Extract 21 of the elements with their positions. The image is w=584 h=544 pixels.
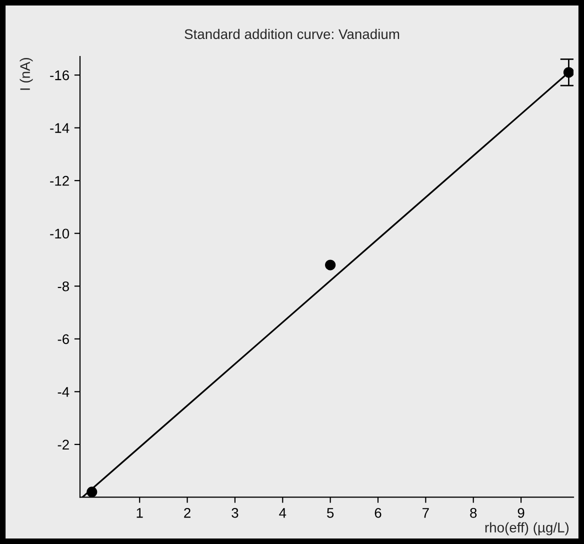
x-tick-label: 3 (232, 508, 238, 518)
x-axis-title: rho(eff) (µg/L) (485, 522, 569, 536)
y-tick-label: -2 (58, 440, 69, 450)
x-tick-label: 6 (374, 508, 382, 518)
chart-title: Standard addition curve: Vanadium (184, 28, 400, 40)
x-tick-label: 4 (279, 508, 286, 518)
x-tick-label: 1 (136, 508, 143, 518)
x-tick-label: 5 (327, 508, 334, 518)
x-tick-label: 2 (184, 508, 190, 518)
y-tick-label: -16 (50, 70, 69, 80)
y-tick-label: -10 (50, 228, 70, 239)
x-tick-label: 9 (518, 508, 524, 518)
y-tick-label: -8 (58, 281, 69, 292)
y-axis-title: I (nA) (20, 58, 33, 90)
y-tick-label: -12 (50, 176, 69, 186)
y-tick-label: -14 (50, 123, 70, 133)
y-tick-label: -4 (58, 387, 70, 397)
x-tick-label: 7 (422, 508, 429, 518)
point (325, 260, 336, 270)
x-tick-label: 8 (470, 508, 477, 518)
y-tick-label: -6 (58, 334, 69, 344)
